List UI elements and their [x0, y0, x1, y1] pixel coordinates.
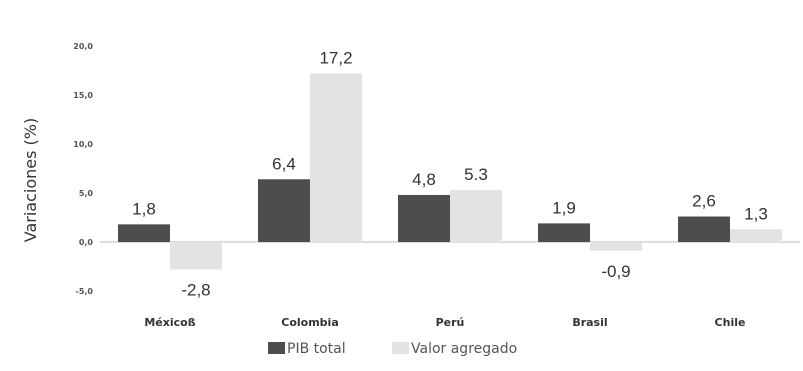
data-label: -2,8	[181, 280, 210, 299]
y-tick-label: 10,0	[73, 140, 93, 149]
legend-label: PIB total	[287, 341, 346, 357]
data-label: 4,8	[412, 170, 436, 189]
y-axis-label: Variaciones (%)	[21, 118, 40, 242]
data-labels-group: 1,8 -2,8 6,4 17,2 4,8 5.3 1,9 -0,9 2,6 1,3	[132, 48, 768, 299]
y-tick-label: 5,0	[79, 189, 94, 198]
bar-pib-total	[538, 223, 590, 242]
x-category-label: Chile	[715, 316, 746, 329]
bars-group	[118, 73, 782, 270]
legend-label: Valor agregado	[411, 341, 517, 357]
legend-swatch	[392, 342, 409, 354]
data-label: 17,2	[319, 48, 352, 67]
y-tick-label: 20,0	[73, 42, 93, 51]
bar-valor-agregado	[450, 190, 502, 242]
y-tick-label: -5,0	[76, 287, 94, 296]
bar-pib-total	[258, 179, 310, 242]
x-category-label: Perú	[436, 316, 465, 329]
bar-valor-agregado	[590, 242, 642, 251]
x-category-label: Méxicoß	[144, 316, 195, 329]
data-label: -0,9	[601, 262, 630, 281]
data-label: 5.3	[464, 165, 488, 184]
y-tick-label: 15,0	[73, 91, 93, 100]
x-category-label: Colombia	[281, 316, 339, 329]
bar-pib-total	[118, 224, 170, 242]
data-label: 1,8	[132, 199, 156, 218]
data-label: 2,6	[692, 192, 716, 211]
bar-valor-agregado	[730, 229, 782, 242]
x-category-label: Brasil	[572, 316, 607, 329]
bar-pib-total	[678, 216, 730, 242]
category-labels-group: Méxicoß Colombia Perú Brasil Chile	[144, 316, 745, 329]
y-tick-label: 0,0	[79, 238, 94, 247]
data-label: 6,4	[272, 154, 296, 173]
data-label: 1,3	[744, 204, 768, 223]
data-label: 1,9	[552, 198, 576, 217]
bar-pib-total	[398, 194, 450, 242]
legend-swatch	[268, 342, 285, 354]
legend: PIB total Valor agregado	[268, 341, 517, 357]
y-axis-ticks: 20,0 15,0 10,0 5,0 0,0 -5,0	[73, 42, 93, 296]
bar-valor-agregado	[310, 73, 362, 242]
bar-valor-agregado	[170, 242, 222, 270]
